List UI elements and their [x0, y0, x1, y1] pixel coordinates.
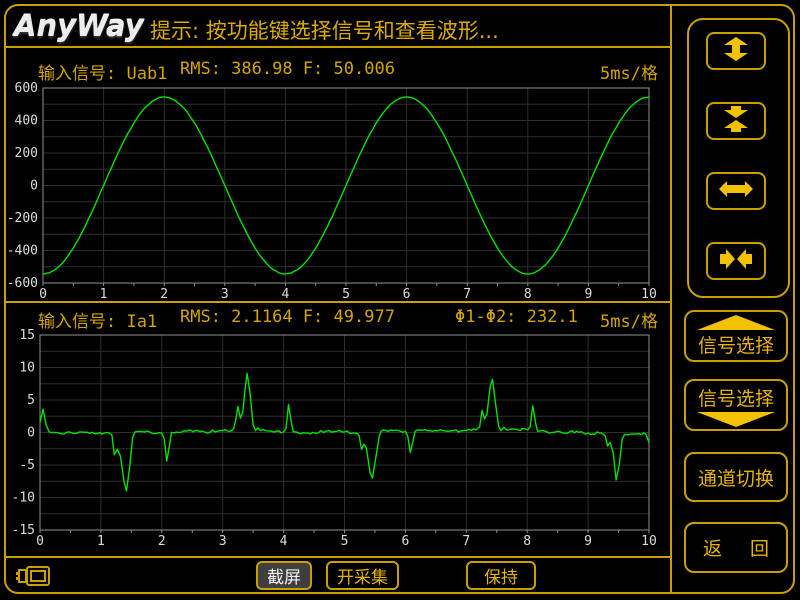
svg-text:8: 8 [524, 287, 532, 301]
svg-text:8: 8 [523, 534, 531, 549]
compress-horizontal-icon [718, 246, 754, 276]
channel-switch-button[interactable]: 通道切换 [684, 452, 788, 502]
svg-text:3: 3 [221, 287, 229, 301]
svg-text:1: 1 [97, 534, 105, 549]
back-label-left: 返 [703, 538, 723, 560]
anyway-logo: AnyWay [14, 9, 144, 43]
start-acquisition-button[interactable]: 开采集 [326, 561, 399, 590]
back-button[interactable]: 返 回 [684, 522, 788, 573]
voltage-readout: RMS: 386.98 F: 50.006 [180, 59, 395, 79]
signal-select-up-label: 信号选择 [697, 334, 774, 357]
svg-text:2: 2 [160, 287, 168, 301]
hold-button[interactable]: 保持 [466, 561, 536, 590]
svg-text:10: 10 [641, 287, 657, 301]
svg-text:4: 4 [281, 287, 289, 301]
svg-text:10: 10 [641, 534, 657, 549]
svg-text:5: 5 [341, 534, 349, 549]
svg-text:6: 6 [403, 287, 411, 301]
svg-text:-5: -5 [19, 458, 35, 473]
bottombar-divider [5, 556, 671, 558]
svg-text:1: 1 [100, 287, 108, 301]
svg-text:0: 0 [39, 287, 47, 301]
voltage-signal-label: 输入信号: Uab1 [38, 64, 168, 84]
expand-horizontal-icon [718, 176, 754, 206]
status-message: 提示: 按功能键选择信号和查看波形... [150, 19, 499, 43]
svg-text:7: 7 [462, 534, 470, 549]
compress-horizontal-button[interactable] [706, 242, 766, 280]
zoom-button-group [687, 18, 790, 298]
compress-vertical-icon [718, 106, 754, 136]
svg-text:10: 10 [19, 361, 35, 376]
svg-text:0: 0 [36, 534, 44, 549]
svg-text:-10: -10 [12, 491, 35, 506]
expand-horizontal-button[interactable] [706, 172, 766, 210]
svg-text:5: 5 [342, 287, 350, 301]
svg-text:9: 9 [584, 287, 592, 301]
compress-vertical-button[interactable] [706, 102, 766, 140]
svg-text:0: 0 [27, 426, 35, 441]
battery-icon [15, 565, 51, 591]
current-signal-label: 输入信号: Ia1 [38, 312, 158, 332]
svg-text:9: 9 [584, 534, 592, 549]
sidebar-divider [670, 5, 672, 593]
current-readout: RMS: 2.1164 F: 49.977 [180, 307, 395, 327]
svg-text:4: 4 [280, 534, 288, 549]
signal-select-up-button[interactable]: 信号选择 [684, 310, 788, 362]
svg-text:7: 7 [463, 287, 471, 301]
titlebar-divider [5, 46, 671, 48]
expand-vertical-button[interactable] [706, 32, 766, 70]
svg-text:400: 400 [15, 114, 38, 129]
svg-text:-200: -200 [7, 211, 38, 226]
svg-text:6: 6 [401, 534, 409, 549]
current-timebase: 5ms/格 [600, 312, 658, 332]
svg-text:5: 5 [27, 393, 35, 408]
svg-text:0: 0 [30, 179, 38, 194]
screenshot-button[interactable]: 截屏 [256, 561, 312, 590]
phase-readout: Φ1-Φ2: 232.1 [455, 307, 578, 327]
svg-text:-400: -400 [7, 244, 38, 259]
svg-text:600: 600 [15, 81, 38, 96]
screen-frame [4, 4, 795, 594]
back-label-right: 回 [749, 538, 769, 560]
channel-switch-label: 通道切换 [697, 467, 774, 490]
svg-text:-600: -600 [7, 276, 38, 291]
svg-text:2: 2 [158, 534, 166, 549]
signal-select-down-label: 信号选择 [697, 387, 774, 410]
voltage-timebase: 5ms/格 [600, 64, 658, 84]
triangle-down-icon [697, 411, 775, 427]
panel-divider [5, 301, 671, 303]
triangle-up-icon [697, 314, 775, 330]
svg-text:15: 15 [19, 328, 35, 343]
svg-text:3: 3 [219, 534, 227, 549]
svg-text:-15: -15 [12, 523, 35, 538]
expand-vertical-icon [718, 36, 754, 66]
signal-select-down-button[interactable]: 信号选择 [684, 379, 788, 431]
svg-text:200: 200 [15, 146, 38, 161]
